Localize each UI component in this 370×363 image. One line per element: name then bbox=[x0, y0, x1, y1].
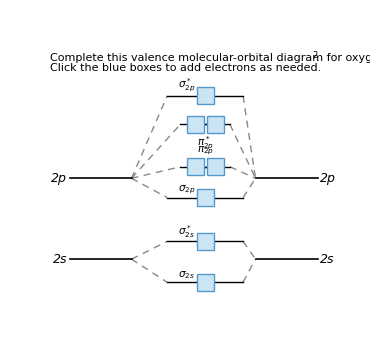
Bar bbox=[196, 189, 213, 206]
Text: $\sigma^*_{2s}$: $\sigma^*_{2s}$ bbox=[178, 223, 195, 240]
Text: 2s: 2s bbox=[320, 253, 334, 266]
Text: 2: 2 bbox=[312, 51, 317, 60]
Bar bbox=[196, 87, 213, 105]
Text: 2p: 2p bbox=[51, 172, 67, 185]
Text: $\pi^*_{2p}$: $\pi^*_{2p}$ bbox=[196, 134, 214, 152]
Text: 2s: 2s bbox=[53, 253, 67, 266]
Text: Click the blue boxes to add electrons as needed.: Click the blue boxes to add electrons as… bbox=[50, 63, 322, 73]
Bar bbox=[186, 116, 204, 133]
Bar bbox=[207, 158, 224, 175]
Text: $\sigma^*_{2p}$: $\sigma^*_{2p}$ bbox=[178, 77, 195, 94]
Text: Complete this valence molecular-orbital diagram for oxygen, O: Complete this valence molecular-orbital … bbox=[50, 53, 370, 63]
Text: $\sigma_{2s}$: $\sigma_{2s}$ bbox=[178, 269, 195, 281]
Text: .: . bbox=[316, 53, 320, 63]
Text: $\pi_{2p}$: $\pi_{2p}$ bbox=[196, 144, 214, 157]
Bar bbox=[186, 158, 204, 175]
Text: 2p: 2p bbox=[320, 172, 336, 185]
Bar bbox=[196, 274, 213, 291]
Bar bbox=[207, 116, 224, 133]
Text: $\sigma_{2p}$: $\sigma_{2p}$ bbox=[178, 184, 195, 196]
Bar bbox=[196, 233, 213, 250]
